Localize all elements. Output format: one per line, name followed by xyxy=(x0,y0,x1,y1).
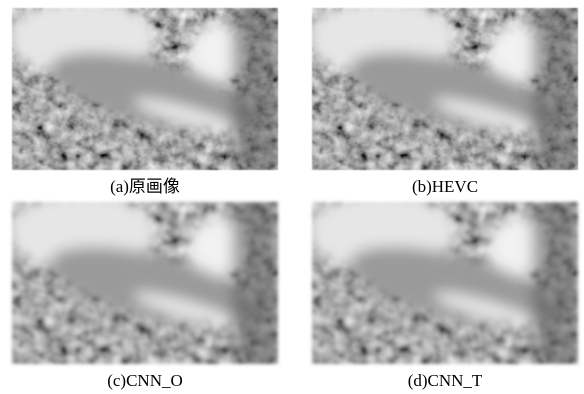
image-d xyxy=(307,192,578,364)
image-a xyxy=(7,0,278,170)
page: {"figures": [ {"caption": "(a)原画像"}, {"c… xyxy=(0,0,584,394)
caption: (c)CNN_O xyxy=(107,371,183,390)
caption: (d)CNN_T xyxy=(408,371,483,390)
image-b xyxy=(307,0,578,170)
caption: (a)原画像 xyxy=(110,177,180,196)
figure: (a)原画像 (b)HEVC (c)CNN_O (d)CNN_T xyxy=(0,0,584,394)
caption: (b)HEVC xyxy=(412,177,478,196)
image-c xyxy=(7,192,278,364)
